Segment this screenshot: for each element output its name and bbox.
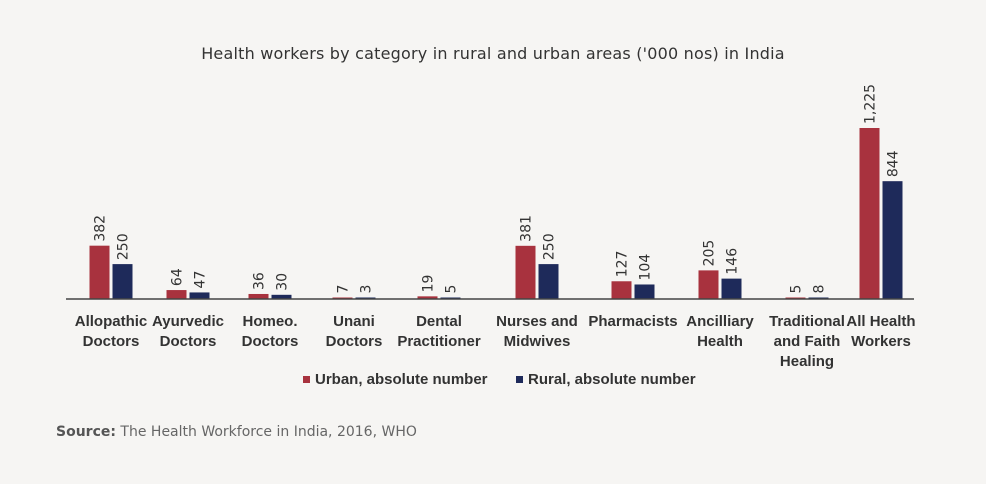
urban-value-label-2: 36 xyxy=(252,272,268,290)
rural-value-label-3: 3 xyxy=(359,285,375,294)
category-label-6: Pharmacists xyxy=(588,313,677,330)
rural-value-label-4: 5 xyxy=(444,285,460,294)
urban-value-label-4: 19 xyxy=(421,275,437,293)
urban-value-label-7: 205 xyxy=(702,240,718,267)
urban-value-label-1: 64 xyxy=(170,268,186,286)
rural-value-label-9: 844 xyxy=(886,150,902,177)
urban-legend-swatch xyxy=(303,376,310,383)
urban-bar-9 xyxy=(859,128,880,299)
rural-legend-label: Rural, absolute number xyxy=(528,371,696,388)
urban-bar-1 xyxy=(166,290,187,299)
urban-bar-2 xyxy=(248,293,269,299)
bars-group xyxy=(89,128,903,299)
source-label: Source: xyxy=(56,424,116,440)
category-label-4: Dental Practitioner xyxy=(397,313,481,350)
rural-bar-5 xyxy=(538,264,559,299)
urban-value-label-3: 7 xyxy=(336,285,352,294)
rural-value-label-6: 104 xyxy=(638,254,654,281)
source-text: The Health Workforce in India, 2016, WHO xyxy=(120,424,417,440)
urban-value-label-5: 381 xyxy=(519,215,535,242)
rural-value-label-8: 8 xyxy=(812,285,828,294)
urban-bar-7 xyxy=(698,270,719,299)
urban-value-label-6: 127 xyxy=(615,251,631,278)
urban-value-label-0: 382 xyxy=(93,215,109,242)
rural-bar-9 xyxy=(882,181,903,299)
urban-bar-0 xyxy=(89,245,110,299)
rural-bar-1 xyxy=(189,292,210,299)
rural-bar-6 xyxy=(634,284,655,299)
rural-bar-0 xyxy=(112,264,133,299)
category-label-2: Homeo. Doctors xyxy=(242,313,299,350)
category-label-5: Nurses and Midwives xyxy=(496,313,578,350)
urban-value-label-8: 5 xyxy=(789,285,805,294)
urban-bar-6 xyxy=(611,281,632,299)
legend: Urban, absolute number Rural, absolute nu… xyxy=(303,371,696,388)
category-label-1: Ayurvedic Doctors xyxy=(152,313,224,350)
category-label-3: Unani Doctors xyxy=(326,313,383,350)
category-label-0: Allopathic Doctors xyxy=(75,313,148,350)
urban-bar-4 xyxy=(417,296,438,299)
urban-bar-5 xyxy=(515,245,536,299)
urban-legend-label: Urban, absolute number xyxy=(315,371,488,388)
category-label-7: Ancilliary Health xyxy=(686,313,754,350)
category-label-8: Traditional and Faith Healing xyxy=(769,313,845,370)
source-note: Source: The Health Workforce in India, 2… xyxy=(56,424,417,440)
rural-bar-7 xyxy=(721,278,742,299)
rural-value-label-1: 47 xyxy=(193,271,209,289)
category-label-9: All Health Workers xyxy=(846,313,915,350)
chart-title: Health workers by category in rural and … xyxy=(201,44,785,63)
rural-value-label-5: 250 xyxy=(542,233,558,260)
rural-legend-swatch xyxy=(516,376,523,383)
urban-value-label-9: 1,225 xyxy=(863,84,879,124)
rural-value-label-2: 30 xyxy=(275,273,291,291)
rural-value-label-7: 146 xyxy=(725,248,741,275)
rural-value-label-0: 250 xyxy=(116,233,132,260)
rural-bar-2 xyxy=(271,294,292,299)
